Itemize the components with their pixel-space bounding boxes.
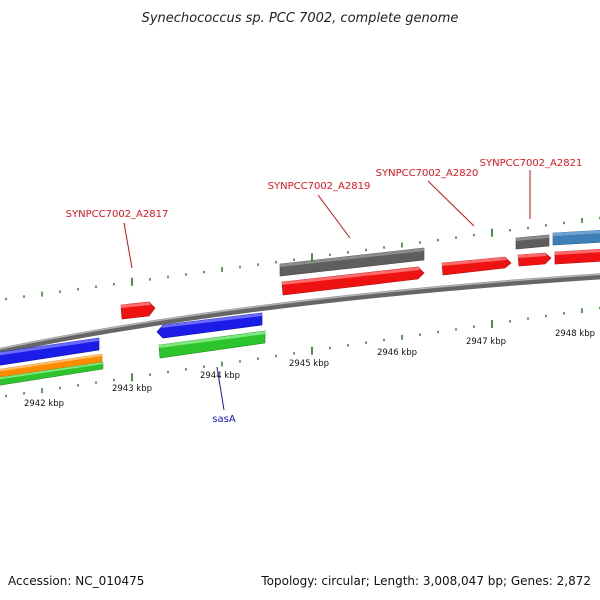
gene-label-a2817[interactable]: SYNPCC7002_A2817: [66, 209, 169, 220]
gene-label-a2820[interactable]: SYNPCC7002_A2820: [376, 168, 479, 179]
cds-feature-a2821[interactable]: [517, 252, 552, 267]
scale-label: 2944 kbp: [200, 371, 240, 381]
scale-label: 2947 kbp: [466, 337, 506, 347]
gene-label-a2821[interactable]: SYNPCC7002_A2821: [480, 158, 583, 169]
genome-backbone: [0, 273, 600, 355]
accession-text: Accession: NC_010475: [8, 574, 145, 588]
label-leader-a2820: [427, 180, 475, 227]
scale-label: 2942 kbp: [24, 399, 64, 409]
cds-feature-right-edge[interactable]: [554, 248, 600, 265]
cds-feature-a2819[interactable]: [281, 266, 425, 296]
feature-left-green[interactable]: [0, 361, 104, 386]
label-leader-a2819: [317, 194, 351, 239]
scale-ticks: [5, 216, 600, 398]
gene-feature-a2821[interactable]: [515, 234, 550, 250]
label-leader-sasa: [216, 366, 225, 411]
scale-label: 2948 kbp: [555, 329, 595, 339]
scale-label: 2946 kbp: [377, 348, 417, 358]
cds-feature-left-blue[interactable]: [0, 337, 100, 366]
scale-label: 2943 kbp: [112, 384, 152, 394]
genome-summary-text: Topology: circular; Length: 3,008,047 bp…: [261, 574, 591, 588]
label-leader-a2817: [123, 222, 133, 269]
genome-backbone-highlight: [0, 273, 600, 350]
rna-feature-right[interactable]: [552, 229, 600, 246]
gene-feature-sasa[interactable]: [158, 330, 266, 359]
scale-label: 2945 kbp: [289, 359, 329, 369]
gene-label-sasa[interactable]: sasA: [212, 414, 236, 425]
cds-feature-sasa[interactable]: [156, 312, 263, 339]
cds-feature-a2820[interactable]: [441, 256, 512, 276]
gene-label-a2819[interactable]: SYNPCC7002_A2819: [268, 181, 371, 192]
map-title: Synechococcus sp. PCC 7002, complete gen…: [142, 11, 459, 26]
cds-feature-a2817[interactable]: [120, 301, 156, 320]
gene-feature-a2819[interactable]: [279, 247, 425, 277]
